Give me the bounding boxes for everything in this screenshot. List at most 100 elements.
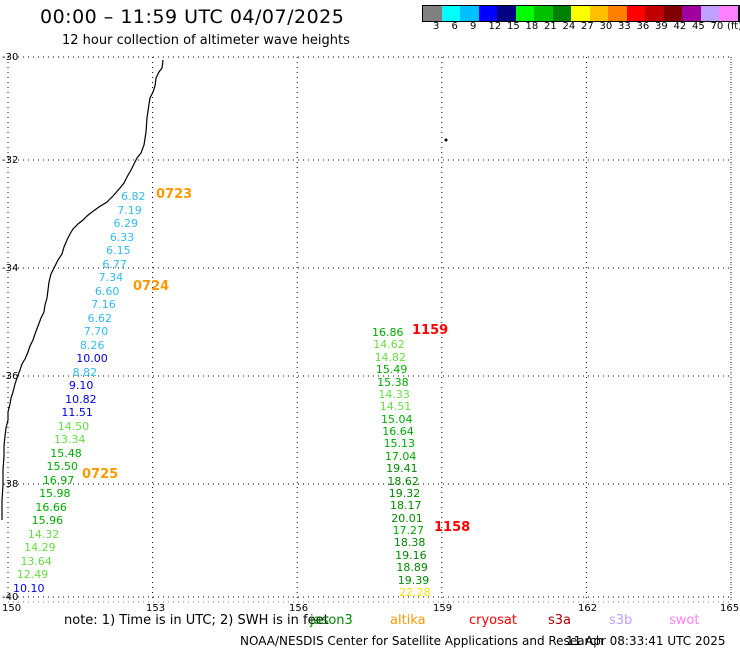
scale-label: 39	[655, 21, 668, 32]
latitude-label: -38	[2, 479, 19, 490]
wave-height-value: 16.64	[382, 425, 414, 439]
scale-swatch	[478, 6, 497, 21]
wave-height-value: 19.39	[397, 573, 430, 587]
wave-height-value: 19.32	[388, 486, 421, 500]
scale-swatch	[441, 6, 460, 21]
longitude-label: 162	[578, 603, 598, 614]
scale-label: 9	[470, 21, 477, 32]
wave-height-value: 8.26	[80, 338, 105, 352]
scale-label: 36	[636, 21, 650, 32]
satellite-legend-item: swot	[669, 613, 700, 628]
satellite-legend-item: s3a	[548, 613, 572, 628]
scale-swatch	[515, 6, 534, 21]
wave-height-value: 22.28	[399, 586, 431, 599]
wave-height-value: 15.50	[46, 460, 79, 474]
wave-height-value: 15.38	[377, 375, 409, 389]
scale-swatch	[700, 6, 719, 21]
wave-height-value: 7.34	[98, 271, 124, 285]
wave-height-value: 14.51	[379, 400, 412, 414]
color-scale	[422, 5, 740, 22]
satellite-legend-item: altika	[390, 613, 426, 628]
scale-label: (ft)	[727, 21, 740, 32]
scale-label: 45	[692, 21, 705, 32]
map-subtitle: 12 hour collection of altimeter wave hei…	[62, 33, 350, 48]
scale-swatch	[571, 6, 590, 21]
wave-height-value: 14.29	[24, 541, 56, 555]
scale-label: 6	[451, 21, 458, 32]
wave-height-value: 15.96	[31, 514, 64, 528]
wave-height-value: 6.29	[113, 217, 139, 231]
scale-label: 12	[488, 21, 502, 32]
scale-swatch	[534, 6, 553, 21]
wave-height-value: 12.49	[16, 568, 49, 582]
wave-height-value: 10.10	[13, 582, 45, 595]
island-marker	[444, 138, 448, 142]
wave-height-value: 15.48	[50, 446, 82, 460]
wave-height-value: 7.19	[117, 203, 142, 217]
timestamp-text: 11 Apr 08:33:41 UTC 2025	[566, 634, 726, 648]
longitude-label: 153	[146, 603, 166, 614]
scale-swatch	[645, 6, 664, 21]
map-frame	[7, 56, 732, 603]
scale-swatch	[423, 6, 442, 21]
scale-label: 42	[673, 21, 687, 32]
latitude-label: -32	[2, 155, 19, 166]
wave-height-value: 15.04	[381, 412, 413, 426]
wave-height-value: 18.38	[393, 536, 426, 550]
scale-swatch	[497, 6, 516, 21]
wave-height-value: 15.13	[383, 437, 416, 451]
scale-swatch	[589, 6, 608, 21]
scale-label: 21	[544, 21, 557, 32]
wave-height-value: 18.89	[396, 561, 428, 575]
coastline	[1, 59, 164, 520]
wave-height-value: 9.10	[68, 379, 94, 393]
wave-height-value: 20.01	[391, 511, 423, 525]
wave-height-value: 14.50	[57, 419, 90, 433]
note-text: note: 1) Time is in UTC; 2) SWH is in fe…	[64, 613, 329, 628]
wave-height-value: 19.41	[386, 462, 418, 476]
longitude-label: 150	[2, 603, 22, 614]
wave-height-value: 14.33	[378, 387, 410, 401]
scale-label: 3	[433, 21, 440, 32]
wave-height-value: 14.82	[374, 350, 407, 364]
wave-height-value: 15.98	[39, 487, 71, 501]
wave-height-value: 16.97	[42, 473, 75, 487]
scale-swatch	[682, 6, 701, 21]
wave-height-value: 18.17	[390, 499, 422, 513]
pass-time-label: 0724	[133, 279, 170, 294]
graticule	[7, 56, 732, 600]
scale-label: 24	[562, 21, 576, 32]
wave-height-value: 6.82	[121, 190, 146, 203]
longitude-label: 159	[433, 603, 453, 614]
scale-swatch	[626, 6, 645, 21]
scale-swatch	[460, 6, 479, 21]
wave-height-value: 6.33	[109, 230, 135, 244]
wave-height-value: 18.62	[387, 474, 419, 488]
satellite-legend-item: s3b	[609, 613, 633, 628]
scale-label: 30	[599, 21, 613, 32]
scale-label: 18	[525, 21, 539, 32]
wave-height-value: 6.62	[87, 311, 112, 325]
pass-time-label: 0723	[156, 187, 193, 202]
wave-height-value: 8.82	[72, 365, 98, 379]
satellite-legend-item: cryosat	[469, 613, 517, 628]
wave-height-value: 14.62	[373, 338, 405, 352]
scale-swatch	[719, 6, 738, 21]
wave-height-value: 7.16	[91, 298, 116, 312]
scale-swatch	[663, 6, 682, 21]
scale-label: 15	[507, 21, 520, 32]
wave-height-value: 14.32	[27, 527, 60, 541]
pass-time-label: 1158	[434, 520, 471, 535]
wave-height-value: 10.00	[76, 352, 108, 366]
credit-text: NOAA/NESDIS Center for Satellite Applica…	[240, 634, 604, 648]
wave-height-value: 19.16	[395, 548, 427, 562]
wave-height-value: 6.60	[94, 284, 120, 298]
wave-height-value: 11.51	[61, 406, 93, 420]
scale-label: 27	[581, 21, 594, 32]
scale-swatch	[737, 6, 740, 21]
pass-time-label: 1159	[412, 323, 449, 338]
wave-height-value: 17.04	[384, 449, 417, 463]
wave-height-value: 10.82	[65, 392, 97, 406]
wave-height-value: 13.64	[20, 554, 52, 568]
